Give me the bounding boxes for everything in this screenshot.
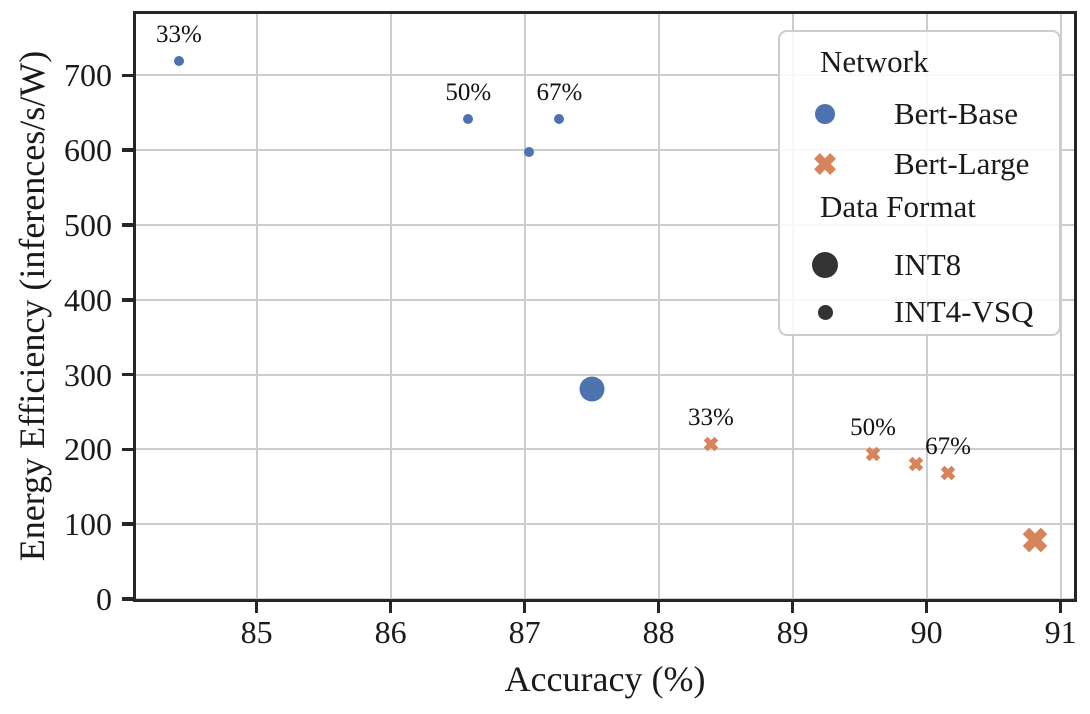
x-marker-icon [940,465,956,480]
x-tick-label-90: 90 [910,614,943,650]
y-tick-500 [122,223,133,227]
y-tick-label-700: 700 [64,57,112,94]
x-tick-label-89: 89 [776,614,809,650]
legend-section-title-network: Network [820,44,929,79]
y-tick-label-300: 300 [64,356,112,393]
data-point-bert-large-0 [703,436,719,452]
data-point-bert-large-4 [1022,526,1049,553]
y-axis-label: Energy Efficiency (inferences/s/W) [12,50,52,562]
y-tick-700 [122,73,133,78]
x-marker-icon [703,436,719,452]
x-marker-icon [865,446,881,462]
x-marker-icon [1022,527,1048,553]
legend-item-bert-large: Bert-Large [780,144,1059,184]
y-tick-0 [122,597,133,601]
x-marker-icon [908,456,924,471]
int8-marker-icon [780,252,870,278]
point-annotation-bert-large-50%: 50% [850,413,896,441]
x-tick-87 [522,602,527,613]
y-tick-400 [122,298,133,302]
point-annotation-bert-large-67%: 67% [925,432,971,460]
bert-large-x-glyph [814,153,836,175]
point-annotation-bert-large-33%: 33% [687,404,734,432]
legend-label-bert-base: Bert-Base [894,96,1018,131]
data-point-bert-base-2 [523,146,534,157]
data-point-bert-large-2 [908,456,924,472]
legend-label-bert-large: Bert-Large [894,146,1030,181]
gridline-y-700 [136,74,1074,77]
gridline-y-0 [136,598,1074,600]
gridline-y-300 [136,373,1074,376]
y-tick-label-0: 0 [96,581,112,617]
gridline-y-600 [136,149,1074,152]
x-tick-91 [1058,602,1063,613]
y-tick-label-500: 500 [64,206,112,243]
x-tick-89 [790,602,795,613]
point-annotation-bert-base-50%: 50% [445,78,492,106]
legend: Network Bert-Base Bert-Large Data Format… [778,30,1061,336]
gridline-y-400 [136,298,1074,301]
data-point-bert-base-1 [463,113,474,124]
bert-base-marker-icon [780,104,870,124]
x-tick-88 [656,602,661,613]
x-tick-90 [924,602,929,613]
legend-label-int4-vsq: INT4-VSQ [894,294,1034,329]
gridline-x-86 [389,14,392,599]
x-tick-86 [388,602,393,613]
y-tick-label-100: 100 [64,506,112,543]
x-tick-85 [254,602,259,613]
gridline-x-87 [523,14,526,599]
legend-label-int8: INT8 [894,247,962,282]
legend-section-title-data-format: Data Format [820,189,976,224]
legend-item-int8: INT8 [780,245,1059,285]
data-point-bert-large-3 [940,465,956,481]
y-tick-label-600: 600 [64,132,112,169]
point-annotation-bert-base-67%: 67% [536,79,583,107]
gridline-x-88 [657,14,660,599]
y-tick-label-200: 200 [64,431,112,468]
y-tick-300 [122,372,133,377]
gridline-x-85 [255,14,258,599]
bert-large-x-marker-icon [780,152,870,176]
y-tick-100 [122,522,133,526]
data-point-bert-base-4 [579,376,605,402]
y-tick-600 [122,148,133,152]
gridline-y-200 [136,448,1074,451]
x-tick-label-86: 86 [374,614,407,650]
x-tick-label-87: 87 [508,614,541,650]
gridline-y-100 [136,523,1074,526]
legend-item-int4-vsq: INT4-VSQ [780,292,1059,332]
y-tick-label-400: 400 [64,281,112,318]
data-point-bert-large-1 [865,446,881,462]
y-tick-200 [122,447,133,452]
int4-vsq-marker-icon [780,304,870,320]
data-point-bert-base-0 [173,56,184,67]
x-axis-label: Accuracy (%) [504,659,706,699]
data-point-bert-base-3 [554,114,565,125]
point-annotation-bert-base-33%: 33% [155,21,202,49]
gridline-y-500 [136,223,1074,226]
x-tick-label-88: 88 [642,614,675,650]
legend-item-bert-base: Bert-Base [780,94,1059,134]
x-tick-label-91: 91 [1044,614,1077,650]
x-tick-label-85: 85 [240,614,273,650]
